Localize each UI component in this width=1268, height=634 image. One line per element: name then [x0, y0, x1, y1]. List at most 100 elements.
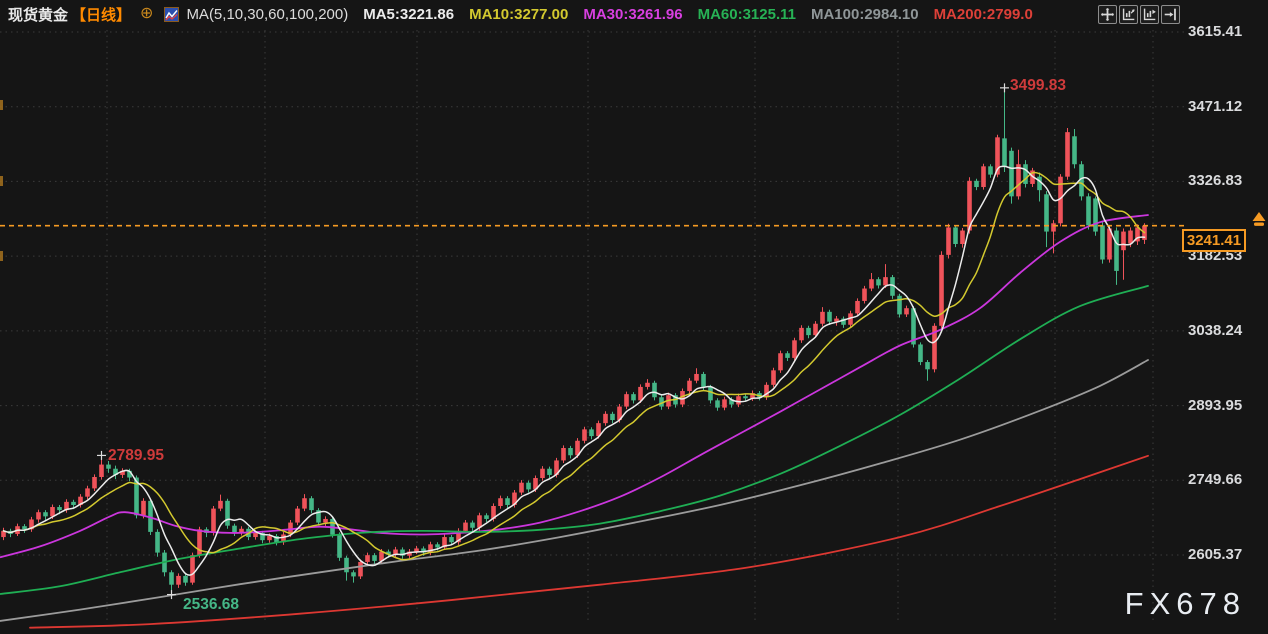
axis-scale-button[interactable] [1119, 5, 1138, 24]
indicator-expand-icon[interactable]: ⊕ [140, 5, 154, 22]
crosshair-tool-button[interactable] [1098, 5, 1117, 24]
candle-body [225, 500, 230, 526]
candle-body [771, 370, 776, 385]
candle-body [337, 534, 342, 558]
candle-body [22, 526, 27, 530]
candle-body [106, 464, 111, 469]
candle-body [785, 353, 790, 358]
candle-body [442, 537, 447, 548]
candle-body [967, 180, 972, 231]
candle-body [743, 396, 748, 399]
arrow-base [1254, 222, 1264, 226]
candle-body [463, 522, 468, 531]
candle-body [764, 384, 769, 398]
candle-body [834, 318, 839, 322]
candle-body [456, 530, 461, 543]
extreme-price-label: 2536.68 [183, 596, 239, 613]
candle-body [533, 478, 538, 490]
y-axis-label: 2749.66 [1188, 471, 1243, 489]
candle-body [974, 180, 979, 188]
ma-legend-value: MA60:3125.11 [697, 5, 796, 23]
candle-body [694, 373, 699, 381]
candle-body [1086, 196, 1091, 226]
candle-body [295, 508, 300, 523]
chart-play-button[interactable] [1140, 5, 1159, 24]
clipped-left-label [0, 251, 3, 261]
candle-body [624, 394, 629, 407]
candle-body [862, 288, 867, 301]
candle-body [589, 429, 594, 437]
y-axis-label: 3038.24 [1188, 321, 1243, 339]
candle-body [939, 254, 944, 326]
y-axis-label: 3615.41 [1188, 23, 1243, 40]
ma-line-ma10 [2, 171, 1146, 561]
candle-body [911, 308, 916, 345]
candle-body [281, 534, 286, 543]
candle-body [1100, 225, 1105, 260]
candle-body [78, 496, 83, 505]
candle-body [239, 528, 244, 533]
candle-body [1135, 227, 1140, 242]
candle-body [50, 507, 55, 517]
candle-body [365, 555, 370, 562]
candle-body [449, 537, 454, 543]
candle-body [491, 506, 496, 519]
candle-body [358, 561, 363, 577]
candle-body [1023, 164, 1028, 184]
chart-icon-line-red [165, 13, 178, 20]
candle-body [1009, 150, 1014, 197]
ma-legend-value: MA10:3277.00 [469, 5, 569, 23]
candle-body [897, 295, 902, 315]
candle-body [64, 501, 69, 511]
ma-legend: MA5:3221.86 MA10:3277.00 MA30:3261.96 MA60:… [348, 6, 1033, 23]
candle-body [120, 470, 125, 475]
candle-body [477, 515, 482, 528]
candle-body [645, 382, 650, 387]
candle-body [876, 279, 881, 286]
candle-body [421, 548, 426, 553]
candle-body [71, 501, 76, 505]
candle-body [981, 166, 986, 188]
candle-body [484, 515, 489, 519]
candle-body [729, 399, 734, 405]
candle-body [1107, 228, 1112, 260]
candle-body [953, 227, 958, 244]
candle-body [799, 327, 804, 341]
candle-body [372, 555, 377, 561]
arrow-head [1252, 211, 1266, 221]
candle-body [806, 327, 811, 336]
candle-body [1, 530, 6, 538]
candle-body [1037, 176, 1042, 191]
timeframe-label[interactable]: 【日线】 [71, 6, 132, 24]
candle-body [855, 300, 860, 314]
candle-body [512, 492, 517, 505]
candle-body [211, 508, 216, 533]
go-to-latest-button[interactable] [1161, 5, 1180, 24]
candle-body [848, 313, 853, 325]
chart-header: 现货黄金 【日线】 ⊕ MA(5,10,30,60,100,200) MA5:3… [0, 0, 1268, 28]
candle-body [1128, 230, 1133, 244]
ma-line-ma5 [2, 165, 1146, 576]
candle-body [547, 468, 552, 475]
clipped-left-label [0, 100, 3, 110]
candle-body [603, 413, 608, 424]
candle-body [554, 460, 559, 475]
candle-body [1093, 198, 1098, 232]
candle-body [29, 519, 34, 530]
candle-body [1058, 176, 1063, 224]
price-up-arrow-icon [1251, 210, 1267, 233]
candle-body [169, 572, 174, 585]
candle-body [1065, 132, 1070, 177]
ma-line-ma100 [0, 359, 1149, 622]
candle-body [1114, 230, 1119, 271]
candle-body [561, 448, 566, 461]
candle-body [904, 308, 909, 315]
candle-body [1051, 223, 1056, 232]
candle-body [316, 510, 321, 523]
candle-body [344, 557, 349, 573]
candle-body [827, 311, 832, 322]
candle-body [183, 575, 188, 583]
candle-body [386, 551, 391, 555]
